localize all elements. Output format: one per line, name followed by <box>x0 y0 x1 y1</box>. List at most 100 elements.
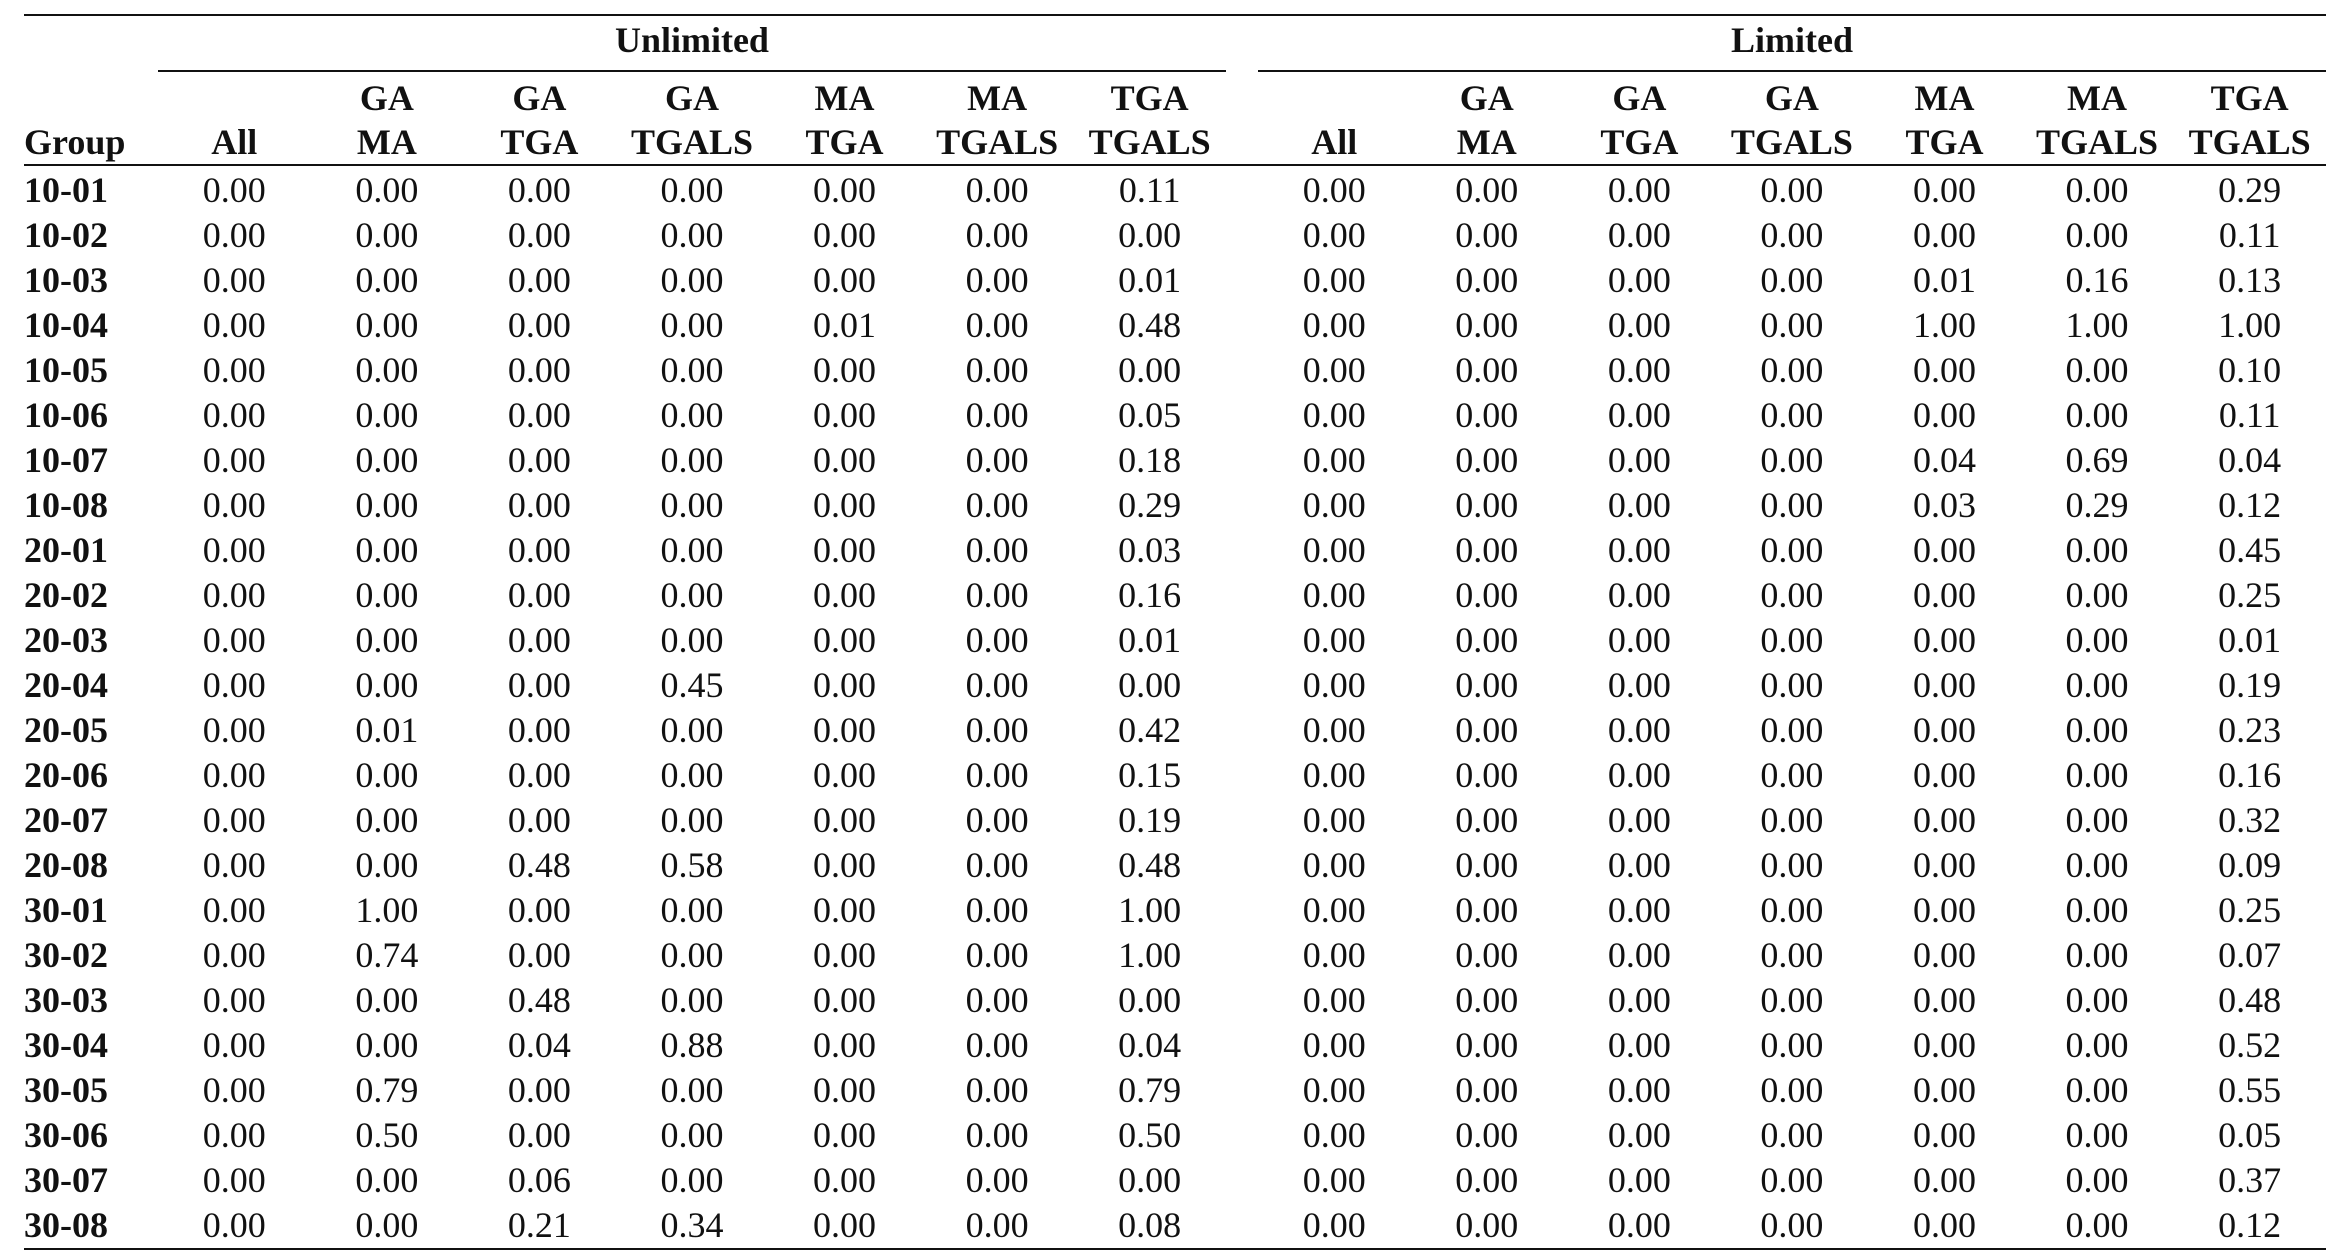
row-gap <box>1226 933 1258 978</box>
cell-limited: 0.00 <box>1760 575 1824 615</box>
cell-unlimited: 0.00 <box>355 1160 419 1200</box>
cell-limited: 0.00 <box>1455 395 1519 435</box>
cell-unlimited: 0.00 <box>660 1115 724 1155</box>
cell-limited: 0.00 <box>2065 1025 2129 1065</box>
cell-unlimited: 0.00 <box>202 845 266 885</box>
cell-unlimited: 0.00 <box>1118 980 1182 1020</box>
results-table: Unlimited Limited Group All GA MA GA TGA GA TG… <box>24 14 2326 1250</box>
row-gap <box>1226 528 1258 573</box>
cell-limited: 0.00 <box>1455 980 1519 1020</box>
cell-unlimited: 0.00 <box>202 755 266 795</box>
cell-limited: 0.00 <box>1302 485 1366 525</box>
cell-limited: 0.00 <box>1455 755 1519 795</box>
cell-limited: 0.00 <box>1607 305 1671 345</box>
cell-limited: 0.00 <box>1455 440 1519 480</box>
column-header-line1: MA <box>1914 78 1975 118</box>
cell-unlimited: 0.45 <box>660 665 724 705</box>
cell-limited: 0.00 <box>2065 215 2129 255</box>
cell-limited: 0.00 <box>1760 710 1824 750</box>
table-row: 10-07 0.00 0.00 0.00 0.00 0.00 0.00 0.18 0.00 0.0… <box>24 438 2326 483</box>
cell-unlimited: 0.00 <box>813 440 877 480</box>
cell-limited: 0.00 <box>1912 575 1976 615</box>
cell-unlimited: 0.00 <box>355 980 419 1020</box>
cell-unlimited: 0.00 <box>1118 215 1182 255</box>
cell-unlimited: 0.00 <box>965 935 1029 975</box>
row-gap <box>1226 618 1258 663</box>
cell-unlimited: 0.00 <box>355 350 419 390</box>
cell-limited: 1.00 <box>2218 305 2282 345</box>
cell-unlimited: 0.50 <box>1118 1115 1182 1155</box>
cell-limited: 0.00 <box>2065 530 2129 570</box>
row-group-label: 30-08 <box>24 1203 158 1250</box>
cell-limited: 0.00 <box>1607 575 1671 615</box>
cell-limited: 0.00 <box>1302 980 1366 1020</box>
table-row: 10-02 0.00 0.00 0.00 0.00 0.00 0.00 0.00 0.00 0.0… <box>24 213 2326 258</box>
cell-limited: 0.69 <box>2065 440 2129 480</box>
cell-limited: 0.00 <box>1302 935 1366 975</box>
table-row: 10-01 0.00 0.00 0.00 0.00 0.00 0.00 0.11 0.00 0.0… <box>24 165 2326 213</box>
cell-limited: 0.00 <box>1302 350 1366 390</box>
cell-limited: 0.00 <box>1912 170 1976 210</box>
cell-limited: 0.00 <box>2065 1115 2129 1155</box>
cell-unlimited: 0.15 <box>1118 755 1182 795</box>
column-header-line2: All <box>211 122 258 162</box>
cell-limited: 0.03 <box>1912 485 1976 525</box>
table-row: 20-02 0.00 0.00 0.00 0.00 0.00 0.00 0.16 0.00 0.0… <box>24 573 2326 618</box>
row-group-label: 10-06 <box>24 395 108 435</box>
column-header-line2: TGALS <box>936 122 1059 162</box>
cell-limited: 0.00 <box>1912 800 1976 840</box>
cell-limited: 0.00 <box>1760 935 1824 975</box>
column-header-line2: TGA <box>805 122 884 162</box>
column-header-limited: GA TGALS <box>1715 71 1869 166</box>
row-group-label: 20-06 <box>24 755 108 795</box>
cell-unlimited: 0.00 <box>813 1115 877 1155</box>
cell-limited: 0.00 <box>1455 890 1519 930</box>
cell-limited: 0.00 <box>1607 800 1671 840</box>
column-header-unlimited: MA TGA <box>768 71 921 166</box>
cell-unlimited: 0.00 <box>768 1203 921 1250</box>
column-header-line1: MA <box>814 78 875 118</box>
cell-unlimited: 0.00 <box>813 755 877 795</box>
cell-limited: 0.00 <box>1607 665 1671 705</box>
cell-unlimited: 0.00 <box>202 350 266 390</box>
cell-limited: 1.00 <box>1912 305 1976 345</box>
cell-unlimited: 0.00 <box>355 800 419 840</box>
cell-limited: 0.00 <box>1455 350 1519 390</box>
cell-limited: 0.00 <box>1455 260 1519 300</box>
cell-unlimited: 0.00 <box>355 530 419 570</box>
row-group-label: 10-05 <box>24 350 108 390</box>
cell-unlimited: 0.00 <box>355 845 419 885</box>
cell-unlimited: 0.00 <box>507 440 571 480</box>
cell-unlimited: 0.00 <box>202 800 266 840</box>
row-gap <box>1226 753 1258 798</box>
table-row: 20-05 0.00 0.01 0.00 0.00 0.00 0.00 0.42 0.00 0.0… <box>24 708 2326 753</box>
cell-limited: 0.00 <box>1455 1115 1519 1155</box>
cell-unlimited: 0.74 <box>355 935 419 975</box>
row-gap <box>1226 258 1258 303</box>
table-row: 20-01 0.00 0.00 0.00 0.00 0.00 0.00 0.03 0.00 0.0… <box>24 528 2326 573</box>
table-row: 10-05 0.00 0.00 0.00 0.00 0.00 0.00 0.00 0.00 0.0… <box>24 348 2326 393</box>
cell-unlimited: 0.00 <box>813 1025 877 1065</box>
cell-limited: 0.11 <box>2218 395 2281 435</box>
row-group-label: 30-01 <box>24 890 108 930</box>
row-gap <box>1226 165 1258 213</box>
column-header-line1: TGA <box>2210 78 2289 118</box>
cell-unlimited: 0.00 <box>507 665 571 705</box>
cell-limited: 0.00 <box>1455 845 1519 885</box>
cell-limited: 0.00 <box>1607 1025 1671 1065</box>
cell-limited: 0.00 <box>2065 1160 2129 1200</box>
cell-limited: 0.00 <box>1410 1203 1564 1250</box>
cell-unlimited: 0.00 <box>507 170 571 210</box>
row-gap <box>1226 438 1258 483</box>
cell-limited: 0.00 <box>1607 980 1671 1020</box>
cell-limited: 0.00 <box>1760 260 1824 300</box>
column-header-line2: MA <box>1456 122 1517 162</box>
cell-limited: 0.00 <box>1302 755 1366 795</box>
column-header-line2: All <box>1311 122 1358 162</box>
cell-limited: 0.00 <box>1302 530 1366 570</box>
cell-limited: 0.00 <box>1607 170 1671 210</box>
cell-limited: 0.00 <box>1455 215 1519 255</box>
cell-limited: 0.00 <box>1607 890 1671 930</box>
cell-unlimited: 0.00 <box>660 890 724 930</box>
row-group-label: 30-07 <box>24 1160 108 1200</box>
